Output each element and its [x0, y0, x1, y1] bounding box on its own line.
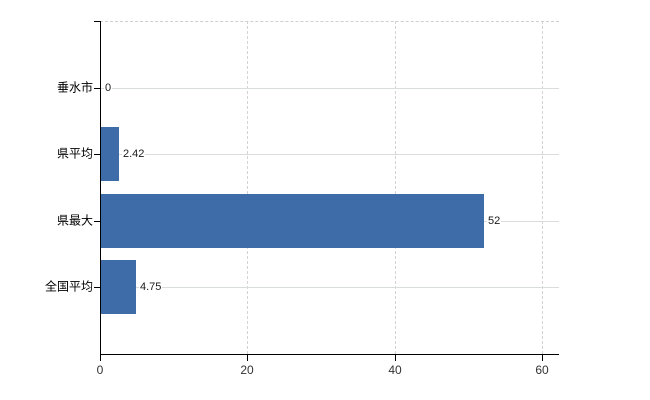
- bar-value-label: 4.75: [139, 280, 163, 294]
- x-tick: [542, 355, 543, 361]
- plot-top-border: [100, 21, 559, 22]
- y-axis: [100, 21, 101, 355]
- x-tick-label: 0: [96, 363, 104, 377]
- bar: [101, 194, 484, 248]
- gridline-v: [394, 21, 396, 354]
- x-tick-label: 20: [240, 363, 254, 377]
- category-label: 全国平均: [44, 279, 93, 294]
- y-tick: [94, 221, 100, 222]
- x-tick-label: 60: [535, 363, 549, 377]
- x-tick-label: 40: [388, 363, 402, 377]
- category-label: 垂水市: [56, 80, 93, 95]
- x-tick: [100, 355, 101, 361]
- y-axis-top-cap-tick: [94, 21, 100, 22]
- x-axis: [100, 354, 559, 355]
- gridline-h: [100, 287, 559, 288]
- gridline-v: [542, 21, 543, 354]
- y-tick: [94, 88, 100, 89]
- category-label: 県平均: [56, 146, 93, 161]
- y-tick: [94, 154, 100, 155]
- category-label: 県最大: [56, 213, 93, 228]
- bar-value-label: 0: [104, 81, 113, 95]
- bar: [101, 260, 136, 314]
- bar-value-label: 52: [487, 214, 502, 228]
- gridline-h: [100, 154, 559, 155]
- x-tick: [395, 355, 396, 361]
- bar: [101, 127, 119, 181]
- bar-value-label: 2.42: [122, 147, 146, 161]
- gridline-h: [100, 88, 559, 89]
- y-tick: [94, 287, 100, 288]
- gridline-v: [247, 21, 249, 354]
- x-tick: [247, 355, 248, 361]
